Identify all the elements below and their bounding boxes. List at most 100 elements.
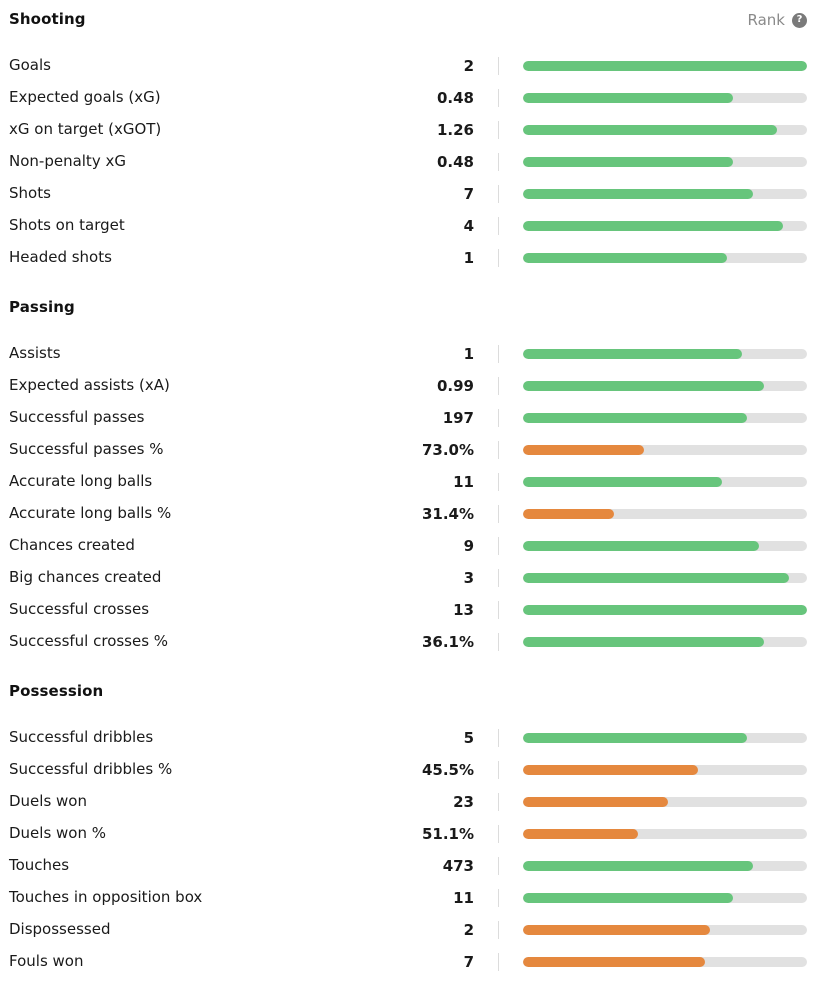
stat-row[interactable]: Successful dribbles 5: [0, 721, 826, 753]
rank-bar-fill: [523, 893, 734, 903]
section-title: Passing: [9, 298, 75, 316]
stat-label: Dispossessed: [9, 920, 111, 938]
divider: [498, 377, 499, 395]
rank-bar-fill: [523, 733, 748, 743]
rank-bar-fill: [523, 253, 728, 263]
divider: [498, 217, 499, 235]
stat-row[interactable]: Successful passes 197: [0, 401, 826, 433]
divider: [498, 89, 499, 107]
rank-bar-fill: [523, 637, 765, 647]
section-header: Passing: [0, 290, 826, 322]
stat-label: Shots: [9, 184, 51, 202]
divider: [498, 857, 499, 875]
section-title: Shooting: [9, 10, 86, 28]
stat-label: Successful crosses %: [9, 632, 169, 650]
rank-bar-track: [523, 861, 807, 871]
stat-value: 1: [463, 345, 474, 363]
stat-value: 0.48: [436, 89, 474, 107]
stat-row[interactable]: Touches 473: [0, 849, 826, 881]
rank-header[interactable]: Rank ?: [748, 11, 807, 29]
stat-value: 13: [453, 601, 474, 619]
stat-row[interactable]: Shots on target 4: [0, 209, 826, 241]
stat-row[interactable]: Expected goals (xG) 0.48: [0, 81, 826, 113]
rank-bar-track: [523, 637, 807, 647]
rank-bar-track: [523, 509, 807, 519]
stat-row[interactable]: Successful crosses 13: [0, 593, 826, 625]
rank-bar-track: [523, 605, 807, 615]
stat-row[interactable]: Dispossessed 2: [0, 913, 826, 945]
stat-value: 0.99: [436, 377, 474, 395]
stat-row[interactable]: Duels won 23: [0, 785, 826, 817]
stat-label: Duels won %: [9, 824, 107, 842]
stat-label: Accurate long balls: [9, 472, 153, 490]
stat-label: Assists: [9, 344, 61, 362]
stat-value: 11: [453, 473, 474, 491]
section-title: Possession: [9, 682, 104, 700]
rank-bar-fill: [523, 861, 754, 871]
stat-value: 473: [442, 857, 474, 875]
divider: [498, 793, 499, 811]
stat-row[interactable]: Goals 2: [0, 49, 826, 81]
stat-row[interactable]: Non-penalty xG 0.48: [0, 145, 826, 177]
stat-label: Shots on target: [9, 216, 125, 234]
help-icon[interactable]: ?: [792, 12, 807, 28]
stat-label: Successful passes: [9, 408, 145, 426]
rank-bar-track: [523, 829, 807, 839]
stat-value: 45.5%: [421, 761, 474, 779]
rank-bar-track: [523, 349, 807, 359]
stat-label: Duels won: [9, 792, 87, 810]
stat-row[interactable]: Headed shots 1: [0, 241, 826, 273]
stat-label: Touches: [9, 856, 70, 874]
stat-value: 36.1%: [421, 633, 474, 651]
divider: [498, 761, 499, 779]
stat-row[interactable]: xG on target (xGOT) 1.26: [0, 113, 826, 145]
stat-label: Fouls won: [9, 952, 84, 970]
stat-row[interactable]: Fouls won 7: [0, 945, 826, 977]
rank-bar-fill: [523, 189, 754, 199]
section-passing: Passing: [0, 290, 826, 322]
rank-bar-track: [523, 957, 807, 967]
stat-value: 7: [463, 185, 474, 203]
stat-row[interactable]: Successful dribbles % 45.5%: [0, 753, 826, 785]
stat-row[interactable]: Duels won % 51.1%: [0, 817, 826, 849]
stat-row[interactable]: Big chances created 3: [0, 561, 826, 593]
stat-row[interactable]: Accurate long balls % 31.4%: [0, 497, 826, 529]
rank-bar-track: [523, 253, 807, 263]
rank-bar-fill: [523, 541, 759, 551]
section-header: Shooting Rank ?: [0, 2, 826, 34]
stat-label: Expected goals (xG): [9, 88, 161, 106]
rank-bar-track: [523, 477, 807, 487]
stat-row[interactable]: Chances created 9: [0, 529, 826, 561]
stat-row[interactable]: Successful crosses % 36.1%: [0, 625, 826, 657]
stat-label: Successful dribbles %: [9, 760, 173, 778]
divider: [498, 345, 499, 363]
stat-value: 23: [453, 793, 474, 811]
rank-bar-fill: [523, 221, 783, 231]
section-possession: Possession: [0, 674, 826, 706]
rank-bar-fill: [523, 925, 711, 935]
stat-row[interactable]: Accurate long balls 11: [0, 465, 826, 497]
rank-bar-track: [523, 445, 807, 455]
rank-bar-fill: [523, 93, 734, 103]
rank-bar-track: [523, 733, 807, 743]
rank-bar-fill: [523, 413, 748, 423]
stat-value: 1.26: [436, 121, 474, 139]
stat-row[interactable]: Successful passes % 73.0%: [0, 433, 826, 465]
section-header: Possession: [0, 674, 826, 706]
stat-label: Headed shots: [9, 248, 112, 266]
stat-label: Chances created: [9, 536, 135, 554]
stat-value: 7: [463, 953, 474, 971]
rank-bar-track: [523, 381, 807, 391]
divider: [498, 505, 499, 523]
stat-row[interactable]: Touches in opposition box 11: [0, 881, 826, 913]
stat-label: Successful passes %: [9, 440, 164, 458]
rank-bar-track: [523, 157, 807, 167]
stat-row[interactable]: Shots 7: [0, 177, 826, 209]
rank-bar-track: [523, 93, 807, 103]
divider: [498, 889, 499, 907]
stat-row[interactable]: Expected assists (xA) 0.99: [0, 369, 826, 401]
stat-row[interactable]: Assists 1: [0, 337, 826, 369]
stat-label: xG on target (xGOT): [9, 120, 162, 138]
rank-bar-fill: [523, 349, 742, 359]
divider: [498, 953, 499, 971]
